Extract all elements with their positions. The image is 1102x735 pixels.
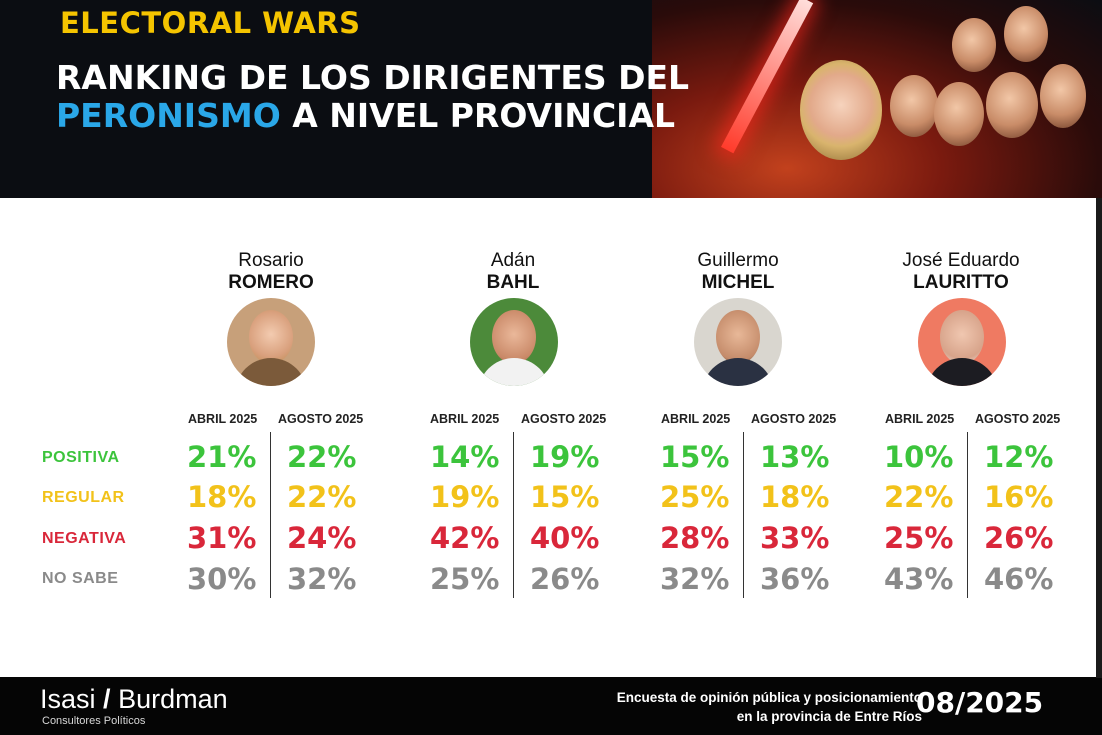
candidate-avatar xyxy=(227,298,315,386)
value-negativa-agosto: 26% xyxy=(984,521,1054,555)
column-header-agosto: AGOSTO 2025 xyxy=(751,412,837,426)
poster-face xyxy=(934,82,984,146)
value-regular-abril: 22% xyxy=(884,480,954,514)
survey-description: Encuesta de opinión pública y posicionam… xyxy=(617,688,922,726)
logo-subtitle: Consultores Políticos xyxy=(42,715,146,727)
survey-line: Encuesta de opinión pública y posicionam… xyxy=(616,690,922,705)
title-rest: A NIVEL PROVINCIAL xyxy=(280,96,676,135)
value-regular-agosto: 15% xyxy=(530,480,600,514)
value-no-sabe-abril: 25% xyxy=(430,562,500,596)
value-negativa-agosto: 33% xyxy=(760,521,830,555)
value-negativa-abril: 42% xyxy=(430,521,500,555)
value-negativa-agosto: 24% xyxy=(287,521,357,555)
poster-face xyxy=(952,18,996,72)
value-positiva-abril: 21% xyxy=(187,440,257,474)
value-no-sabe-agosto: 32% xyxy=(287,562,357,596)
poster-face xyxy=(1004,6,1048,62)
logo-right-text: Burdman xyxy=(118,684,228,714)
value-regular-agosto: 22% xyxy=(287,480,357,514)
column-header-abril: ABRIL 2025 xyxy=(188,412,258,426)
candidate-first-name: José Eduardo xyxy=(902,250,1020,271)
poster-face xyxy=(986,72,1038,138)
row-label-regular: REGULAR xyxy=(42,489,125,506)
page-title-line1: RANKING DE LOS DIRIGENTES DEL xyxy=(56,58,690,97)
footer-bar xyxy=(0,677,1102,735)
value-positiva-agosto: 12% xyxy=(984,440,1054,474)
candidate-last-name: LAURITTO xyxy=(913,272,1009,293)
candidate-avatar xyxy=(694,298,782,386)
value-no-sabe-abril: 32% xyxy=(660,562,730,596)
value-no-sabe-agosto: 36% xyxy=(760,562,830,596)
candidate-first-name: Rosario xyxy=(238,250,304,271)
logo-slash: / xyxy=(103,684,111,714)
column-divider xyxy=(967,432,968,598)
candidate-name: Rosario ROMERO xyxy=(171,250,371,294)
candidate-last-name: MICHEL xyxy=(701,272,775,293)
value-positiva-agosto: 19% xyxy=(530,440,600,474)
candidate-first-name: Adán xyxy=(490,250,536,271)
candidate-avatar xyxy=(470,298,558,386)
value-negativa-agosto: 40% xyxy=(530,521,600,555)
logo-left-text: Isasi xyxy=(40,684,96,714)
value-regular-abril: 25% xyxy=(660,480,730,514)
value-no-sabe-abril: 43% xyxy=(884,562,954,596)
company-logo: Isasi / Burdman xyxy=(40,684,228,715)
value-negativa-abril: 28% xyxy=(660,521,730,555)
value-regular-abril: 19% xyxy=(430,480,500,514)
candidate-name: Guillermo MICHEL xyxy=(638,250,838,294)
column-divider xyxy=(513,432,514,598)
candidate-name: José Eduardo LAURITTO xyxy=(861,250,1061,294)
column-divider xyxy=(270,432,271,598)
brand-title: ELECTORAL WARS xyxy=(60,6,361,40)
candidate-last-name: ROMERO xyxy=(228,272,314,293)
value-regular-agosto: 16% xyxy=(984,480,1054,514)
value-no-sabe-agosto: 26% xyxy=(530,562,600,596)
row-label-negativa: NEGATIVA xyxy=(42,530,127,547)
value-positiva-abril: 14% xyxy=(430,440,500,474)
candidate-first-name: Guillermo xyxy=(697,250,779,271)
survey-line: en la provincia de Entre Ríos xyxy=(736,709,922,724)
candidate-last-name: BAHL xyxy=(486,272,540,293)
value-regular-abril: 18% xyxy=(187,480,257,514)
value-positiva-agosto: 22% xyxy=(287,440,357,474)
row-label-no-sabe: NO SABE xyxy=(42,570,119,587)
value-positiva-abril: 10% xyxy=(884,440,954,474)
column-header-agosto: AGOSTO 2025 xyxy=(521,412,607,426)
value-positiva-abril: 15% xyxy=(660,440,730,474)
column-header-agosto: AGOSTO 2025 xyxy=(975,412,1061,426)
page-title-line2: PERONISMO A NIVEL PROVINCIAL xyxy=(56,96,675,135)
value-negativa-abril: 25% xyxy=(884,521,954,555)
header-banner: ELECTORAL WARS RANKING DE LOS DIRIGENTES… xyxy=(0,0,1102,198)
survey-date: 08/2025 xyxy=(916,686,1044,719)
column-header-abril: ABRIL 2025 xyxy=(885,412,955,426)
poster-face xyxy=(890,75,938,137)
title-highlight: PERONISMO xyxy=(56,96,281,135)
column-divider xyxy=(743,432,744,598)
poster-face xyxy=(1040,64,1086,128)
value-negativa-abril: 31% xyxy=(187,521,257,555)
row-label-positiva: POSITIVA xyxy=(42,449,120,466)
value-positiva-agosto: 13% xyxy=(760,440,830,474)
edge-bar xyxy=(1096,198,1102,678)
value-regular-agosto: 18% xyxy=(760,480,830,514)
value-no-sabe-agosto: 46% xyxy=(984,562,1054,596)
candidate-avatar xyxy=(918,298,1006,386)
candidate-name: Adán BAHL xyxy=(413,250,613,294)
poster-face xyxy=(800,60,882,160)
column-header-agosto: AGOSTO 2025 xyxy=(278,412,364,426)
value-no-sabe-abril: 30% xyxy=(187,562,257,596)
column-header-abril: ABRIL 2025 xyxy=(430,412,500,426)
column-header-abril: ABRIL 2025 xyxy=(661,412,731,426)
